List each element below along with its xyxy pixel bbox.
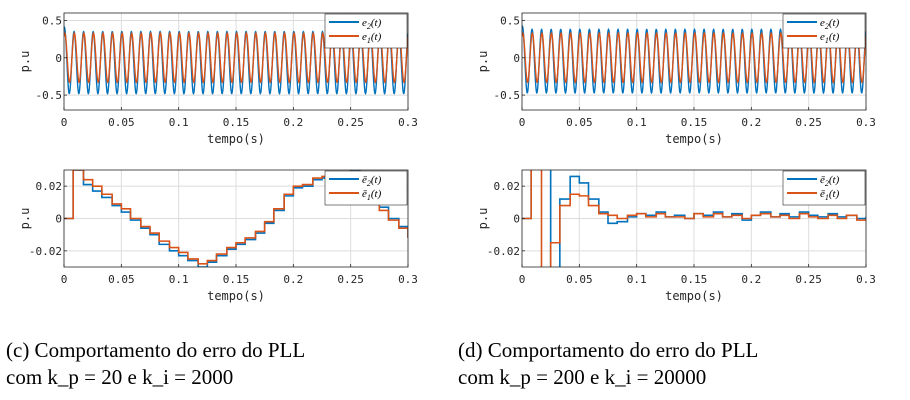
legend-label: ē1(t) — [820, 188, 840, 202]
legend-box — [782, 170, 866, 206]
y-tick-label: -0.02 — [487, 245, 520, 258]
x-tick-label: 0.1 — [169, 273, 189, 286]
x-tick-label: 0.1 — [169, 116, 189, 129]
y-tick-label: 0.02 — [494, 180, 521, 193]
x-tick-label: 0.3 — [856, 116, 876, 129]
series-line-ē1(t) — [522, 170, 866, 267]
y-tick-label: 0 — [55, 52, 62, 65]
x-tick-label: 0.15 — [681, 116, 708, 129]
y-axis-label: p.u — [18, 208, 32, 230]
x-axis-label: tempo(s) — [207, 289, 265, 303]
x-tick-label: 0.05 — [566, 116, 593, 129]
x-axis-label: tempo(s) — [665, 289, 723, 303]
x-tick-label: 0.2 — [741, 116, 761, 129]
caption-d: (d) Comportamento do erro do PLL com k_p… — [458, 338, 759, 389]
legend: e2(t)e1(t) — [324, 13, 408, 49]
y-axis-label: p.u — [18, 51, 32, 73]
x-tick-label: 0.25 — [337, 116, 364, 129]
x-axis-label: tempo(s) — [207, 132, 265, 146]
legend-box — [324, 170, 408, 206]
figure: 0 0.05 0.1 0.15 0.2 0.25 0.3 0.5 0 -0.5 tempo(s) p.… — [18, 12, 876, 303]
y-tick-label: 0 — [513, 213, 520, 226]
y-tick-label: -0.5 — [36, 89, 63, 102]
y-tick-label: 0.5 — [500, 14, 520, 27]
chart-top-right: 0 0.05 0.1 0.15 0.2 0.25 0.3 0.5 0 -0.5 tempo(s) p.… — [476, 12, 876, 146]
y-tick-label: 0 — [55, 213, 62, 226]
legend-label: ē1(t) — [362, 188, 382, 202]
x-tick-label: 0.05 — [566, 273, 593, 286]
x-tick-label: 0.3 — [398, 116, 418, 129]
x-tick-label: 0.15 — [223, 273, 250, 286]
x-tick-label: 0.05 — [108, 116, 135, 129]
x-tick-label: 0.1 — [627, 273, 647, 286]
caption-c: (c) Comportamento do erro do PLL com k_p… — [6, 338, 306, 389]
y-tick-label: 0.02 — [36, 180, 63, 193]
chart-bottom-right: 0 0.05 0.1 0.15 0.2 0.25 0.3 0.02 0 -0.02 tempo(s)… — [476, 169, 876, 303]
legend: e2(t)e1(t) — [782, 13, 866, 49]
legend: ē2(t)ē1(t) — [324, 170, 408, 206]
legend-box — [324, 13, 408, 49]
x-tick-label: 0 — [61, 273, 68, 286]
y-axis-label: p.u — [476, 51, 490, 73]
x-tick-label: 0.15 — [223, 116, 250, 129]
x-tick-label: 0.3 — [856, 273, 876, 286]
x-tick-label: 0.25 — [337, 273, 364, 286]
x-tick-label: 0.15 — [681, 273, 708, 286]
chart-top-left: 0 0.05 0.1 0.15 0.2 0.25 0.3 0.5 0 -0.5 tempo(s) p.… — [18, 12, 418, 146]
y-axis-label: p.u — [476, 208, 490, 230]
x-axis-label: tempo(s) — [665, 132, 723, 146]
plot-area — [522, 170, 866, 267]
y-tick-label: 0.5 — [42, 14, 62, 27]
x-tick-label: 0 — [519, 273, 526, 286]
legend-label: e2(t) — [362, 17, 382, 31]
x-tick-label: 0.2 — [283, 273, 303, 286]
legend-label: e1(t) — [820, 31, 840, 45]
x-tick-label: 0.2 — [283, 116, 303, 129]
y-tick-label: -0.5 — [494, 89, 521, 102]
chart-bottom-left: 0 0.05 0.1 0.15 0.2 0.25 0.3 0.02 0 -0.02 tempo(s)… — [18, 169, 418, 303]
legend: ē2(t)ē1(t) — [782, 170, 866, 206]
y-tick-label: 0 — [513, 52, 520, 65]
x-tick-label: 0 — [61, 116, 68, 129]
x-tick-label: 0.2 — [741, 273, 761, 286]
legend-label: ē2(t) — [362, 174, 382, 188]
x-tick-label: 0.3 — [398, 273, 418, 286]
x-tick-label: 0.25 — [795, 116, 822, 129]
legend-label: e1(t) — [362, 31, 382, 45]
legend-box — [782, 13, 866, 49]
legend-label: e2(t) — [820, 17, 840, 31]
x-tick-label: 0.1 — [627, 116, 647, 129]
legend-label: ē2(t) — [820, 174, 840, 188]
x-tick-label: 0 — [519, 116, 526, 129]
x-tick-label: 0.25 — [795, 273, 822, 286]
y-tick-label: -0.02 — [29, 245, 62, 258]
x-tick-label: 0.05 — [108, 273, 135, 286]
